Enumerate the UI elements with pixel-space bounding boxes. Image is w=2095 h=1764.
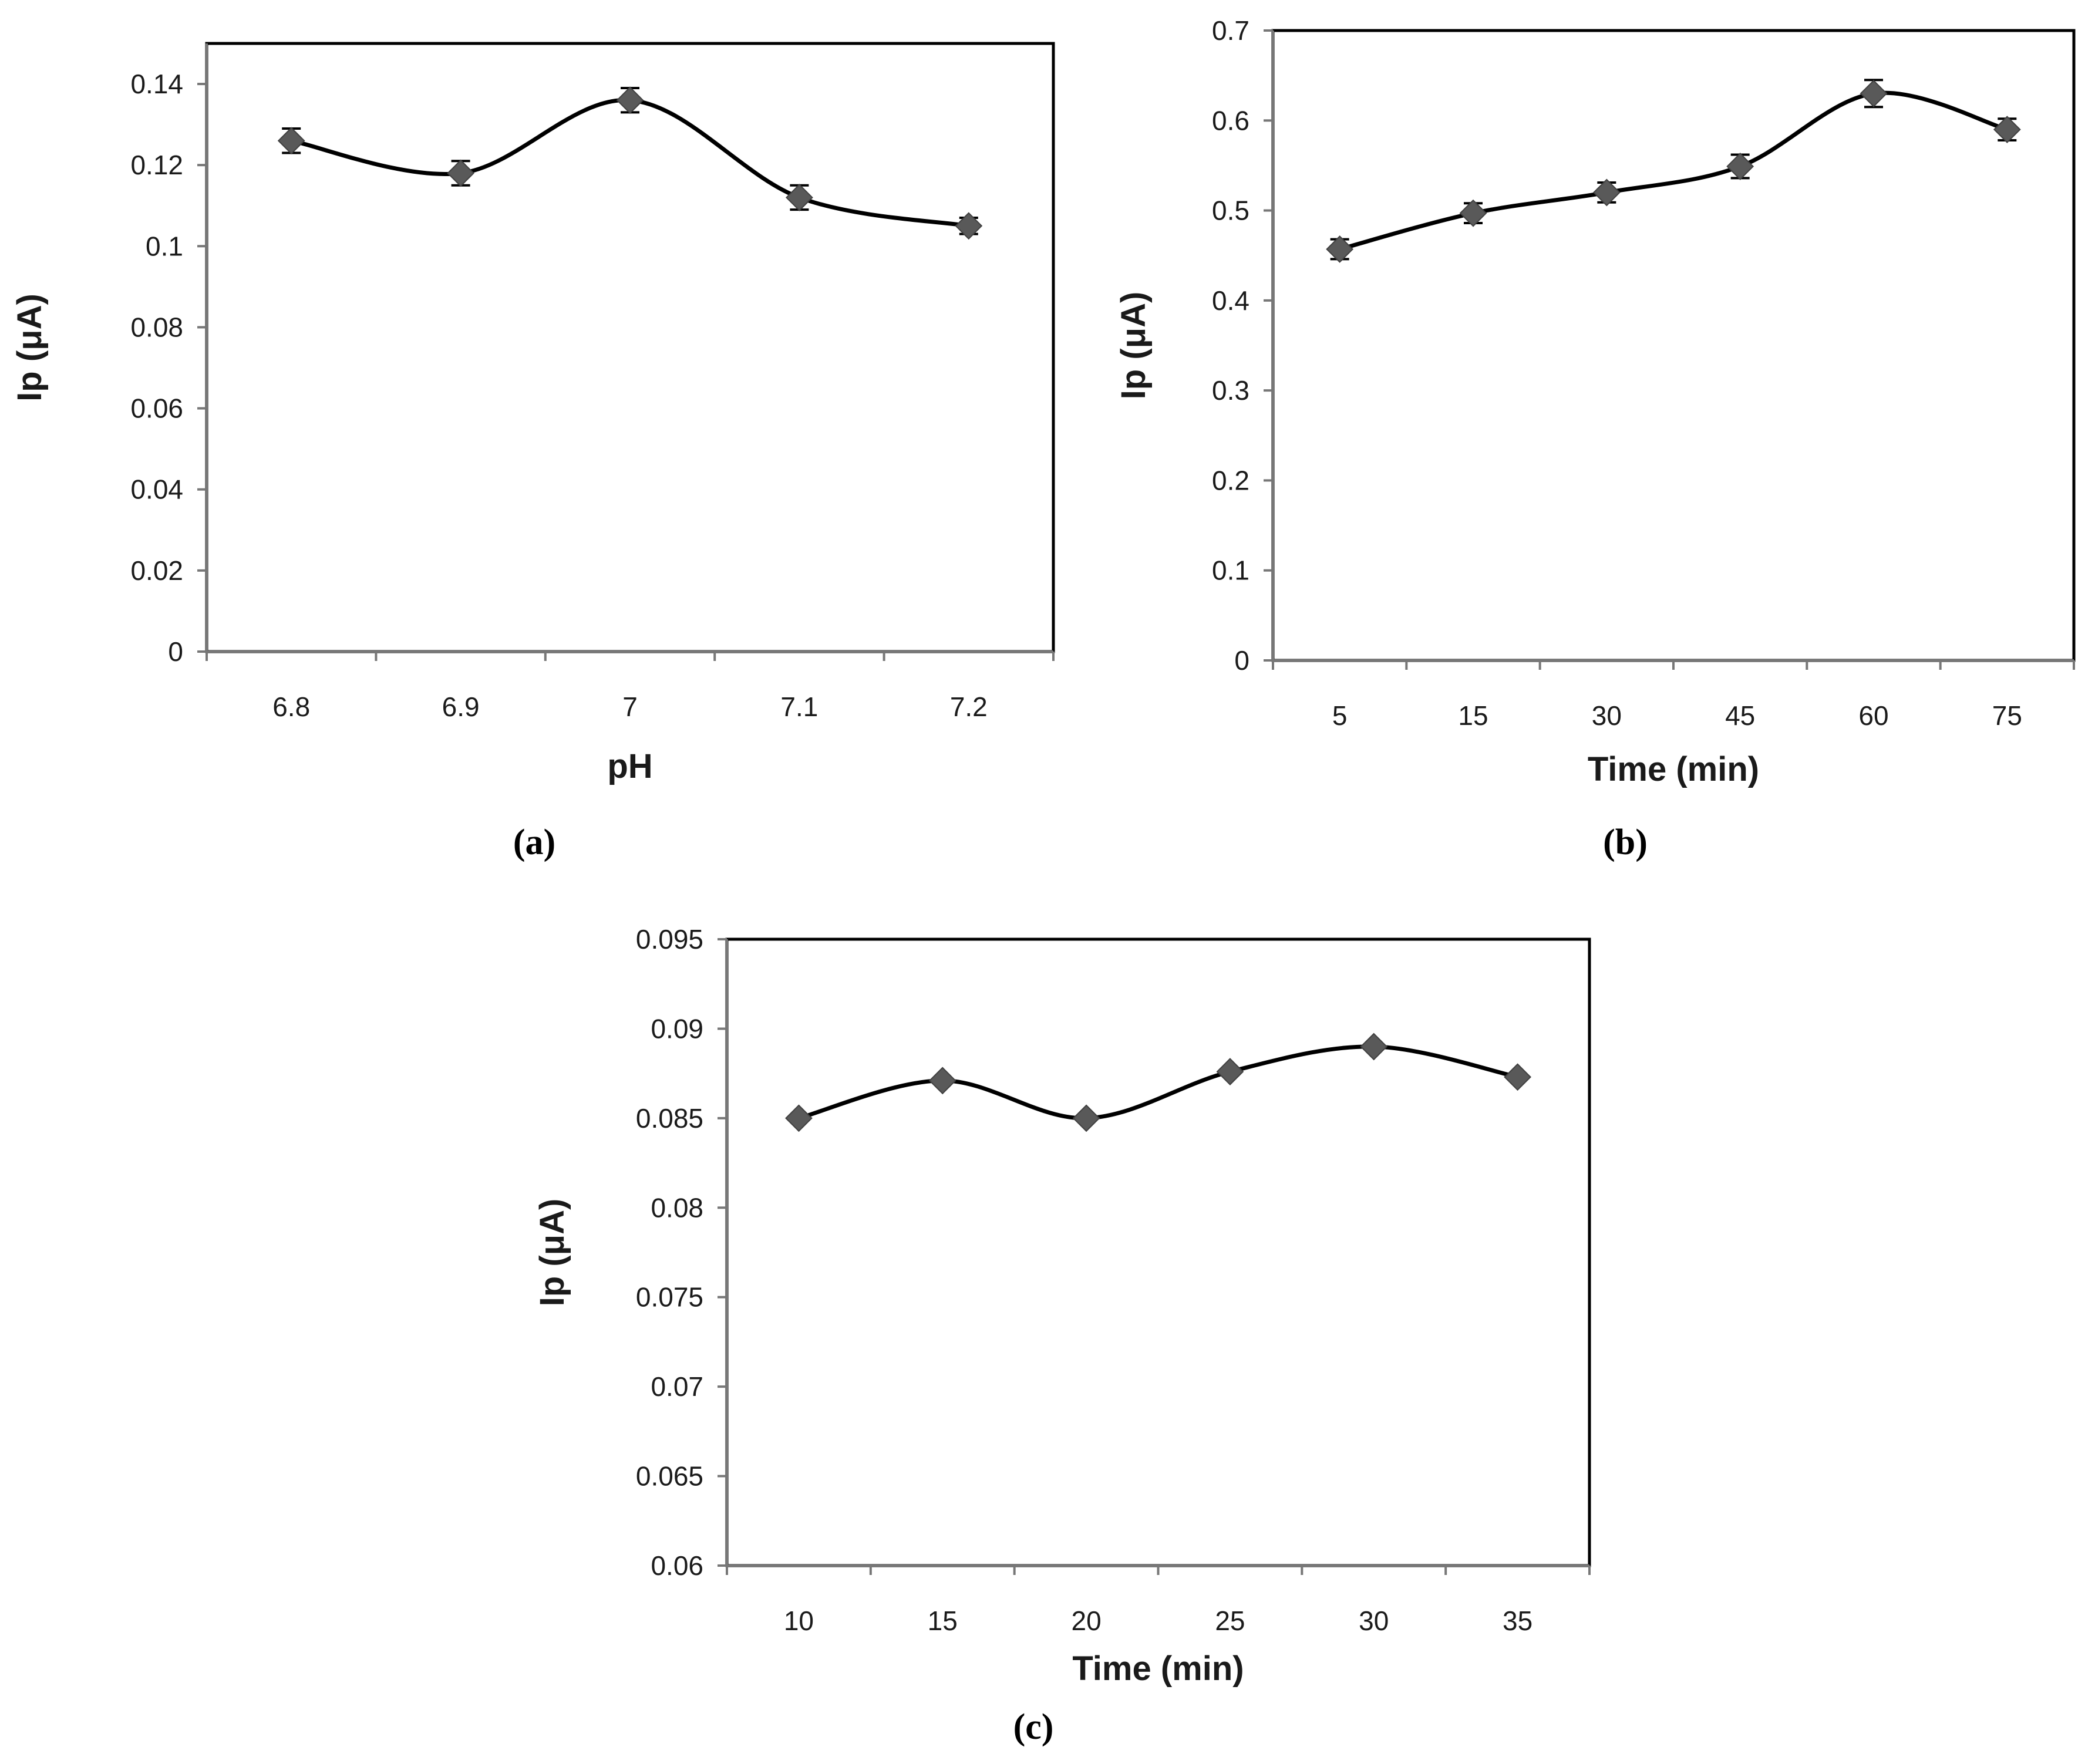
series-line xyxy=(1338,90,2009,251)
x-tick-label: 7.1 xyxy=(780,692,818,722)
plot-frame xyxy=(205,42,1055,653)
panel-c: 0.06 0.065 0.07 0.075 0.08 0.085 0.09 0.095 10 15… xyxy=(533,924,1591,1747)
y-tick-label: 0.06 xyxy=(130,393,183,424)
series-line xyxy=(796,1044,1520,1121)
x-axis-title: pH xyxy=(607,747,652,785)
x-tick-label: 6.9 xyxy=(442,692,480,722)
data-point xyxy=(1726,153,1754,180)
plot-frame xyxy=(1271,29,2076,662)
data-point xyxy=(1360,1033,1388,1061)
y-tick-label: 0.08 xyxy=(130,312,183,342)
x-tick-label: 10 xyxy=(784,1606,814,1636)
x-tick-label: 60 xyxy=(1858,700,1888,731)
y-tick-label: 0.095 xyxy=(636,924,703,954)
data-point xyxy=(616,86,644,114)
data-point xyxy=(1459,199,1487,227)
x-axis-title: Time (min) xyxy=(1588,750,1759,788)
panel-b: 0 0.1 0.2 0.3 0.4 0.5 0.6 0.7 5 15 30 45 60 75 Time (m… xyxy=(1114,15,2076,862)
data-point xyxy=(1216,1058,1244,1086)
data-point xyxy=(447,159,475,187)
y-axis-title: Ip (μA) xyxy=(1114,292,1153,400)
data-point xyxy=(955,212,983,240)
x-tick-label: 20 xyxy=(1071,1606,1101,1636)
y-tick-label: 0 xyxy=(1234,645,1249,676)
y-axis-title: Ip (μA) xyxy=(11,294,49,402)
x-axis-title: Time (min) xyxy=(1072,1650,1244,1688)
x-tick-label: 6.8 xyxy=(272,692,310,722)
data-point xyxy=(785,1104,813,1132)
x-tick-label: 7.2 xyxy=(950,692,988,722)
x-tick-label: 30 xyxy=(1592,700,1622,731)
x-tick-label: 75 xyxy=(1992,700,2022,731)
x-tick-label: 15 xyxy=(928,1606,958,1636)
x-tick-label: 7 xyxy=(622,692,638,722)
panel-a: 0 0.02 0.04 0.06 0.08 0.1 0.12 0.14 6.8 6.9 7 7.1 7.… xyxy=(11,42,1055,862)
y-tick-label: 0.12 xyxy=(130,150,183,180)
y-tick-label: 0.065 xyxy=(636,1461,703,1492)
y-tick-label: 0.1 xyxy=(146,231,183,261)
x-tick-label: 5 xyxy=(1332,700,1348,731)
x-tick-label: 45 xyxy=(1725,700,1755,731)
panel-label: (a) xyxy=(513,822,555,862)
y-tick-label: 0.08 xyxy=(651,1192,703,1223)
data-point xyxy=(1860,79,1888,107)
data-point xyxy=(1072,1104,1100,1132)
x-tick-label: 30 xyxy=(1359,1606,1389,1636)
data-point xyxy=(785,184,813,211)
y-tick-label: 0.02 xyxy=(130,555,183,586)
data-point xyxy=(1504,1063,1531,1091)
data-point xyxy=(1592,178,1621,207)
x-tick-label: 25 xyxy=(1215,1606,1245,1636)
y-tick-label: 0.5 xyxy=(1212,195,1249,226)
y-tick-label: 0.04 xyxy=(130,474,183,505)
y-tick-label: 0.4 xyxy=(1212,285,1249,316)
y-tick-label: 0.14 xyxy=(130,69,183,99)
panel-label: (c) xyxy=(1013,1707,1054,1747)
y-axis-title: Ip (μA) xyxy=(533,1199,571,1307)
y-tick-label: 0.3 xyxy=(1212,375,1249,406)
x-tick-label: 35 xyxy=(1503,1606,1532,1636)
x-tick-label: 15 xyxy=(1458,700,1488,731)
y-tick-label: 0.09 xyxy=(651,1013,703,1044)
y-tick-label: 0.07 xyxy=(651,1371,703,1402)
y-tick-label: 0 xyxy=(168,636,183,667)
y-tick-label: 0.085 xyxy=(636,1103,703,1134)
data-point xyxy=(928,1067,956,1095)
data-point xyxy=(1326,235,1354,263)
y-tick-label: 0.6 xyxy=(1212,105,1249,136)
y-tick-label: 0.075 xyxy=(636,1282,703,1313)
panel-label: (b) xyxy=(1603,822,1648,862)
plot-frame xyxy=(725,937,1591,1567)
y-tick-label: 0.06 xyxy=(651,1550,703,1581)
y-tick-label: 0.7 xyxy=(1212,15,1249,46)
y-tick-label: 0.2 xyxy=(1212,465,1249,495)
data-point xyxy=(1993,116,2021,144)
data-point xyxy=(277,127,305,155)
y-tick-label: 0.1 xyxy=(1212,555,1249,586)
